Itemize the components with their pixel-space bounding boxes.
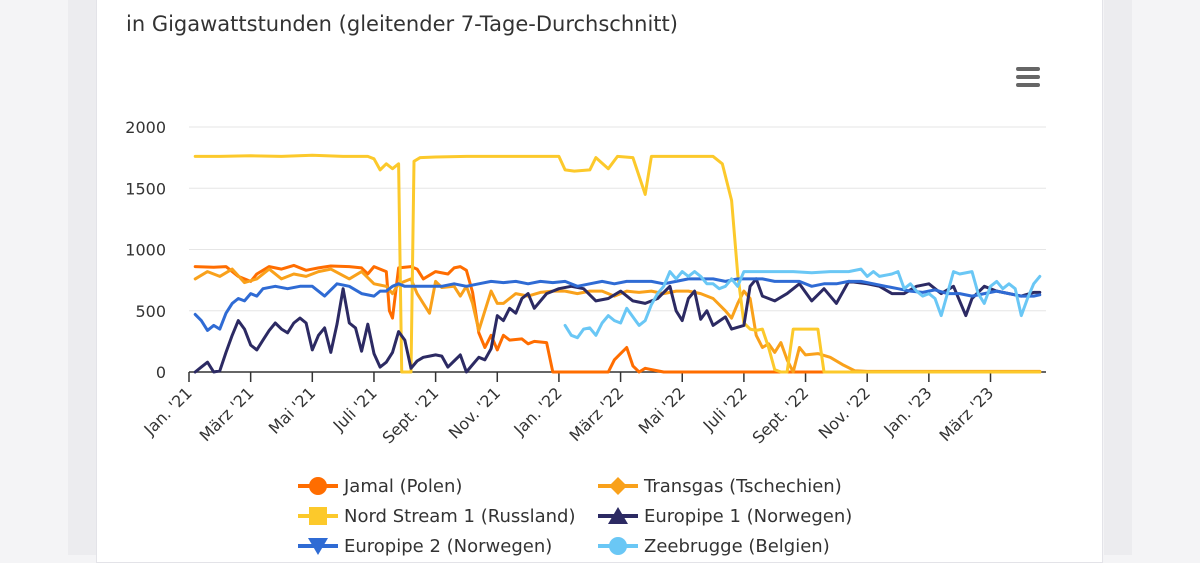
legend-label: Zeebrugge (Belgien)	[644, 535, 830, 557]
legend-item-transgas-tschechien[interactable]: Transgas (Tschechien)	[598, 472, 842, 500]
y-tick-label: 2000	[125, 118, 166, 137]
x-tick-label: Mai '21	[265, 383, 319, 437]
x-tick-label: Sept. '22	[748, 383, 812, 447]
series-line-europipe-1-norwegen[interactable]	[193, 277, 1042, 374]
y-tick-label: 500	[135, 302, 166, 321]
series-line-transgas-tschechien[interactable]	[193, 267, 1042, 374]
hamburger-menu-icon[interactable]	[1012, 64, 1044, 90]
legend-label: Nord Stream 1 (Russland)	[344, 505, 576, 527]
legend-label: Europipe 1 (Norwegen)	[644, 505, 853, 527]
legend-label: Europipe 2 (Norwegen)	[344, 535, 553, 557]
x-tick-label: Sept. '21	[379, 383, 443, 447]
triangle-up-marker-icon	[598, 507, 638, 524]
legend-item-nord-stream-1-russland[interactable]: Nord Stream 1 (Russland)	[298, 502, 576, 530]
x-tick-label: Nov. '21	[445, 383, 504, 442]
circle-marker-icon	[598, 537, 638, 555]
x-tick-label: Jan. '22	[509, 383, 565, 439]
x-tick-label: Jan. '21	[140, 383, 196, 439]
series-line-jamal-polen[interactable]	[193, 263, 1042, 374]
triangle-down-marker-icon	[298, 538, 338, 555]
legend-item-europipe-2-norwegen[interactable]: Europipe 2 (Norwegen)	[298, 532, 552, 560]
page-background-right	[1104, 0, 1132, 555]
circle-marker-icon	[298, 477, 338, 495]
series-line-nord-stream-1-russland[interactable]	[193, 153, 1042, 374]
square-marker-icon	[298, 507, 338, 525]
x-tick-label: Jan. '23	[879, 383, 935, 439]
y-tick-label: 0	[156, 363, 166, 382]
y-tick-label: 1000	[125, 241, 166, 260]
x-tick-label: Nov. '22	[815, 383, 874, 442]
legend-label: Transgas (Tschechien)	[644, 475, 842, 497]
series-line-europipe-2-norwegen[interactable]	[193, 277, 1042, 332]
y-tick-label: 1500	[125, 179, 166, 198]
series-line-zeebrugge-belgien[interactable]	[563, 267, 1042, 340]
legend-item-zeebrugge-belgien[interactable]: Zeebrugge (Belgien)	[598, 532, 830, 560]
x-tick-label: März '21	[196, 383, 258, 445]
x-tick-label: Juli '21	[329, 383, 381, 435]
legend-item-europipe-1-norwegen[interactable]: Europipe 1 (Norwegen)	[598, 502, 852, 530]
x-tick-label: März '23	[936, 383, 998, 445]
diamond-marker-icon	[598, 477, 638, 495]
legend-item-jamal-polen[interactable]: Jamal (Polen)	[298, 472, 462, 500]
x-tick-label: Juli '22	[699, 383, 751, 435]
legend-label: Jamal (Polen)	[344, 475, 463, 497]
chart-subtitle: in Gigawattstunden (gleitender 7-Tage-Du…	[126, 12, 678, 36]
x-tick-label: Mai '22	[635, 383, 689, 437]
page-background-left	[68, 0, 96, 555]
x-tick-label: März '22	[566, 383, 628, 445]
